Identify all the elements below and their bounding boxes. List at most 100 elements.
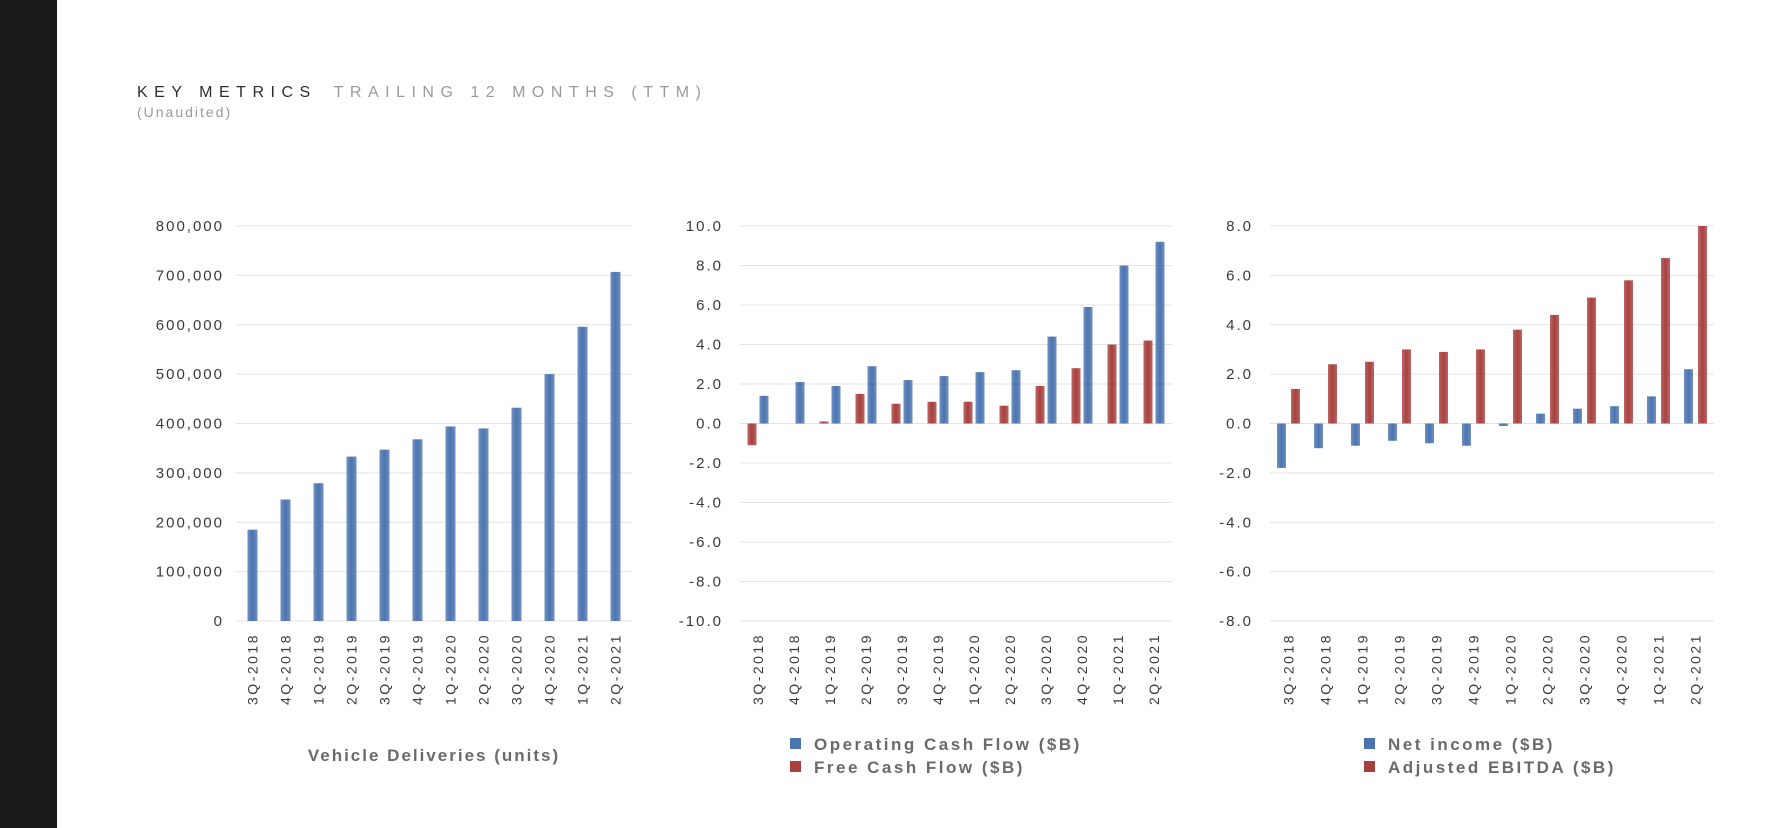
y-tick-label: 6.0 <box>1226 267 1253 284</box>
bar-deliveries-3Q-2020 <box>511 407 522 621</box>
x-tick-label: 4Q-2019 <box>410 633 426 705</box>
x-tick-label: 3Q-2018 <box>1281 633 1297 705</box>
x-tick-label: 4Q-2018 <box>278 633 294 705</box>
bar-series-0-2Q-2020 <box>1011 370 1021 424</box>
legend-label-0: Net income ($B) <box>1388 735 1555 754</box>
x-tick-label: 3Q-2020 <box>1038 633 1054 705</box>
x-tick-label: 2Q-2021 <box>608 633 624 705</box>
y-tick-label: 800,000 <box>156 218 224 235</box>
bar-deliveries-2Q-2019 <box>346 456 357 621</box>
bar-series-0-3Q-2018 <box>1277 423 1286 468</box>
bar-series-0-3Q-2020 <box>1047 336 1057 424</box>
legend-label-1: Adjusted EBITDA ($B) <box>1388 758 1616 777</box>
bar-series-0-3Q-2019 <box>903 380 913 424</box>
bar-series-0-1Q-2021 <box>1647 396 1656 424</box>
bar-series-1-1Q-2020 <box>1513 329 1522 424</box>
bar-series-0-3Q-2020 <box>1573 408 1582 424</box>
page-title: KEY METRICS <box>137 84 317 101</box>
bar-series-0-1Q-2020 <box>1499 423 1508 426</box>
x-tick-label: 1Q-2020 <box>1503 633 1519 705</box>
x-tick-label: 1Q-2019 <box>822 633 838 705</box>
bar-series-0-2Q-2019 <box>1388 423 1397 441</box>
x-tick-label: 1Q-2021 <box>575 633 591 705</box>
x-tick-label: 4Q-2020 <box>1074 633 1090 705</box>
bar-deliveries-4Q-2020 <box>544 374 555 621</box>
bar-series-0-1Q-2021 <box>1119 265 1129 424</box>
x-tick-label: 2Q-2019 <box>1392 633 1408 705</box>
y-tick-label: -6.0 <box>689 534 723 551</box>
bar-series-1-2Q-2021 <box>1698 226 1707 424</box>
y-tick-label: 8.0 <box>1226 218 1253 235</box>
bar-series-1-3Q-2018 <box>1291 388 1300 424</box>
bar-deliveries-4Q-2018 <box>280 499 291 621</box>
bar-series-1-2Q-2021 <box>1143 340 1153 424</box>
bar-deliveries-3Q-2018 <box>247 529 258 621</box>
y-tick-label: 2.0 <box>1226 366 1253 383</box>
legend-swatch-0 <box>790 738 801 749</box>
bar-series-0-2Q-2021 <box>1155 241 1165 424</box>
bar-series-1-4Q-2019 <box>927 401 937 424</box>
x-tick-label: 3Q-2020 <box>509 633 525 705</box>
bar-deliveries-2Q-2021 <box>610 271 621 621</box>
y-tick-label: 6.0 <box>696 297 723 314</box>
y-tick-label: -10.0 <box>679 613 723 630</box>
bar-deliveries-1Q-2019 <box>313 483 324 621</box>
y-tick-label: 4.0 <box>1226 317 1253 334</box>
legend-swatch-0 <box>1364 738 1375 749</box>
header: KEY METRICS TRAILING 12 MONTHS (TTM) (Un… <box>137 84 707 120</box>
x-tick-label: 4Q-2018 <box>1318 633 1334 705</box>
page-title-suffix: TRAILING 12 MONTHS (TTM) <box>333 84 708 101</box>
y-tick-label: 300,000 <box>156 465 224 482</box>
x-axis-label: Vehicle Deliveries (units) <box>308 746 560 765</box>
x-tick-label: 1Q-2020 <box>966 633 982 705</box>
y-tick-label: 8.0 <box>696 258 723 275</box>
x-tick-label: 1Q-2020 <box>443 633 459 705</box>
y-tick-label: -8.0 <box>1219 613 1253 630</box>
y-tick-label: 200,000 <box>156 514 224 531</box>
x-tick-label: 3Q-2018 <box>245 633 261 705</box>
bar-series-1-1Q-2019 <box>1365 361 1374 424</box>
bar-series-1-2Q-2020 <box>1550 314 1559 424</box>
legend-swatch-1 <box>1364 761 1375 772</box>
x-tick-label: 1Q-2021 <box>1110 633 1126 705</box>
slide: KEY METRICS TRAILING 12 MONTHS (TTM) (Un… <box>57 0 1792 828</box>
legend-swatch-1 <box>790 761 801 772</box>
y-tick-label: 600,000 <box>156 317 224 334</box>
bar-series-1-2Q-2020 <box>999 405 1009 424</box>
bar-series-1-1Q-2019 <box>819 421 829 424</box>
y-tick-label: -4.0 <box>689 495 723 512</box>
bar-series-1-1Q-2020 <box>963 401 973 424</box>
bar-series-0-3Q-2018 <box>759 395 769 424</box>
y-tick-label: -8.0 <box>689 574 723 591</box>
bar-series-0-4Q-2018 <box>795 382 805 424</box>
x-tick-label: 1Q-2019 <box>1355 633 1371 705</box>
x-tick-label: 3Q-2019 <box>377 633 393 705</box>
bar-series-1-1Q-2021 <box>1107 344 1117 424</box>
y-tick-label: -2.0 <box>1219 465 1253 482</box>
bar-series-0-2Q-2020 <box>1536 413 1545 424</box>
x-tick-label: 2Q-2019 <box>344 633 360 705</box>
bar-series-1-2Q-2019 <box>1402 349 1411 424</box>
bar-series-1-3Q-2020 <box>1035 385 1045 424</box>
x-tick-label: 3Q-2019 <box>894 633 910 705</box>
bar-series-1-4Q-2020 <box>1071 368 1081 424</box>
bar-series-1-3Q-2019 <box>891 403 901 424</box>
x-tick-label: 3Q-2019 <box>1429 633 1445 705</box>
bar-series-0-4Q-2019 <box>939 376 949 424</box>
y-tick-label: 0.0 <box>1226 416 1253 433</box>
x-tick-label: 2Q-2021 <box>1688 633 1704 705</box>
bar-series-1-4Q-2018 <box>1328 364 1337 424</box>
x-tick-label: 4Q-2020 <box>542 633 558 705</box>
y-tick-label: 0.0 <box>696 416 723 433</box>
bar-series-0-1Q-2020 <box>975 372 985 424</box>
title-line: KEY METRICS TRAILING 12 MONTHS (TTM) <box>137 84 707 102</box>
bar-series-0-4Q-2020 <box>1610 406 1619 424</box>
y-tick-label: 2.0 <box>696 376 723 393</box>
x-tick-label: 3Q-2018 <box>750 633 766 705</box>
y-tick-label: 4.0 <box>696 337 723 354</box>
x-tick-label: 2Q-2020 <box>1540 633 1556 705</box>
bar-series-0-4Q-2019 <box>1462 423 1471 446</box>
